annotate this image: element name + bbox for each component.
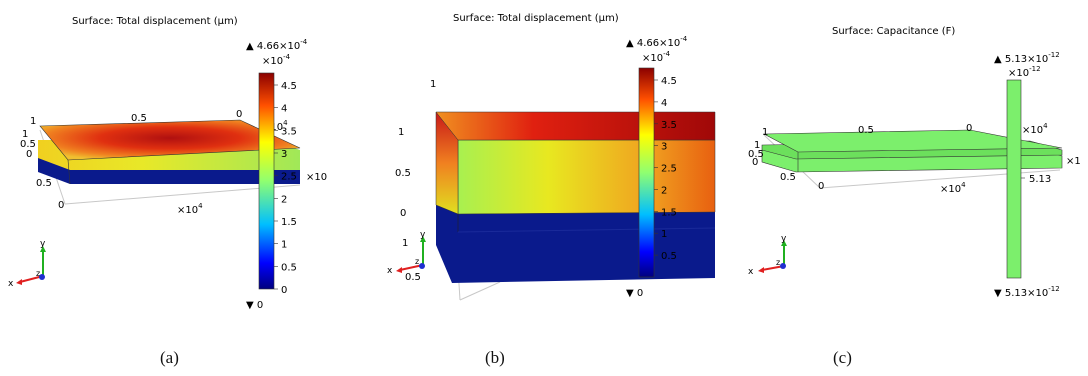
panel-a-colorbar-ticks: 4.5 4 3.5 3 2.5 2 1.5 1 0.5 0 (274, 81, 297, 296)
panel-c-axis-label: 0 (818, 181, 824, 192)
colorbar-tick-label: 3.5 (281, 126, 297, 137)
panel-a-colorbar-min: ▼ 0 (246, 300, 263, 311)
panel-a-plot: Surface: Total displacement (μm) 1 0.5 0… (8, 16, 327, 311)
colorbar-tick-label: 4 (661, 98, 667, 109)
panel-a-axis-label: 1 (30, 116, 36, 127)
colorbar-tick-label: 4.5 (281, 81, 297, 92)
colorbar-tick-label: 1.5 (661, 207, 677, 218)
panel-c-axis-label: 0.5 (858, 125, 874, 136)
panel-a-axis-triad: y x z (8, 239, 46, 289)
triad-y-label: y (420, 230, 426, 240)
panel-c-axis-label: ×104 (940, 181, 966, 195)
triad-y-label: y (781, 234, 787, 244)
panel-a-axis-label: 0 (58, 200, 64, 211)
panel-c-colorbar-tick: 5.13 (1029, 174, 1051, 185)
panel-a-colorbar-scale: ×10-4 (262, 53, 291, 67)
colorbar-tick-label: 3 (281, 149, 287, 160)
panel-c-axis-label: ×1 (1066, 156, 1081, 167)
panel-c-axis-label: 1 (754, 140, 760, 151)
panel-b-colorbar-min: ▼ 0 (626, 288, 643, 299)
panel-b-caption: (b) (485, 348, 505, 367)
colorbar-tick-label: 4.5 (661, 76, 677, 87)
panel-a: Surface: Total displacement (μm) 1 0.5 0… (0, 0, 340, 376)
panel-a-axis-label: 0.5 (131, 113, 147, 124)
panel-a-axis-label: ×104 (177, 202, 203, 216)
panel-c-colorbar-max: ▲ 5.13×10-12 (994, 51, 1060, 65)
panel-b-axis-label: 0.5 (395, 168, 411, 179)
panel-c-axis-label: 0.5 (748, 149, 764, 160)
panel-b-title: Surface: Total displacement (μm) (453, 13, 619, 24)
panel-a-axis-label: 0.5 (36, 178, 52, 189)
triad-x-label: x (8, 279, 14, 289)
panel-a-colorbar-max: ▲ 4.66×10-4 (246, 38, 308, 52)
panel-a-top-surface (39, 119, 301, 161)
panel-b-colorbar-scale: ×10-4 (642, 50, 671, 64)
panel-c-axis-label: ×104 (1022, 122, 1048, 136)
panel-a-axis-label: 0.5 (20, 139, 36, 150)
panel-a-axis-label: 0 (26, 149, 32, 160)
colorbar-tick-label: 2 (661, 185, 667, 196)
panel-c: Surface: Capacitance (F) 1 0.5 0 1 0.5 0… (740, 0, 1088, 376)
colorbar-tick-label: 3 (661, 142, 667, 153)
colorbar-tick-label: 2 (281, 194, 287, 205)
panel-b-colorbar-max: ▲ 4.66×10-4 (626, 35, 688, 49)
panel-c-title: Surface: Capacitance (F) (832, 26, 955, 37)
panel-b-axis-label: 1 (430, 79, 436, 90)
panel-b-axis-label: 1 (402, 238, 408, 249)
panel-a-axis-label: 1 (22, 129, 28, 140)
panel-c-colorbar-scale: ×10-12 (1008, 65, 1041, 79)
panel-a-axis-label: 0 (236, 109, 242, 120)
colorbar-tick-label: 2.5 (281, 172, 297, 183)
panel-c-axis-label: 0 (966, 123, 972, 134)
panel-b-colorbar (638, 67, 655, 278)
panel-b-axis-label: 0.5 (405, 272, 421, 283)
panel-c-axis-label: 0.5 (780, 172, 796, 183)
colorbar-tick-label: 1 (281, 240, 287, 251)
panel-a-colorbar (258, 72, 275, 290)
colorbar-tick-label: 0.5 (281, 262, 297, 273)
colorbar-tick-label: 3.5 (661, 120, 677, 131)
triad-x-label: x (748, 267, 754, 277)
panel-c-top-surface (762, 129, 1063, 153)
panel-a-caption: (a) (160, 348, 179, 367)
panel-c-colorbar-min: ▼ 5.13×10-12 (994, 285, 1060, 299)
panel-b-axis-label: 0 (400, 208, 406, 219)
triad-y-label: y (40, 239, 46, 249)
panel-b: Surface: Total displacement (μm) 1 1 0.5… (360, 0, 740, 376)
colorbar-tick-label: 1 (661, 229, 667, 240)
panel-c-plot: Surface: Capacitance (F) 1 0.5 0 1 0.5 0… (748, 26, 1081, 299)
colorbar-tick-label: 0 (281, 285, 287, 296)
colorbar-tick-label: 2.5 (661, 164, 677, 175)
panel-c-axis-label: 1 (762, 127, 768, 138)
panel-c-axis-triad: y x z (748, 234, 787, 277)
triad-z-label: z (36, 269, 40, 278)
colorbar-tick-label: 0.5 (661, 251, 677, 262)
panel-b-axis-triad: y x z (387, 230, 426, 276)
triad-x-label: x (387, 266, 393, 276)
colorbar-tick-label: 1.5 (281, 217, 297, 228)
panel-c-colorbar (1006, 79, 1022, 279)
triad-z-label: z (776, 258, 780, 267)
panel-b-front-face (457, 139, 716, 215)
panel-b-colorbar-ticks: 4.5 4 3.5 3 2.5 2 1.5 1 0.5 (654, 76, 677, 262)
panel-b-plot: Surface: Total displacement (μm) 1 1 0.5… (387, 13, 716, 301)
panel-c-caption: (c) (833, 348, 852, 367)
panel-b-axis-label: 1 (398, 127, 404, 138)
panel-a-axis-label: ×10 (306, 172, 327, 183)
triad-z-label: z (415, 257, 419, 266)
panel-a-title: Surface: Total displacement (μm) (72, 16, 238, 27)
colorbar-tick-label: 4 (281, 104, 287, 115)
panel-c-axis-label: 0 (752, 157, 758, 168)
